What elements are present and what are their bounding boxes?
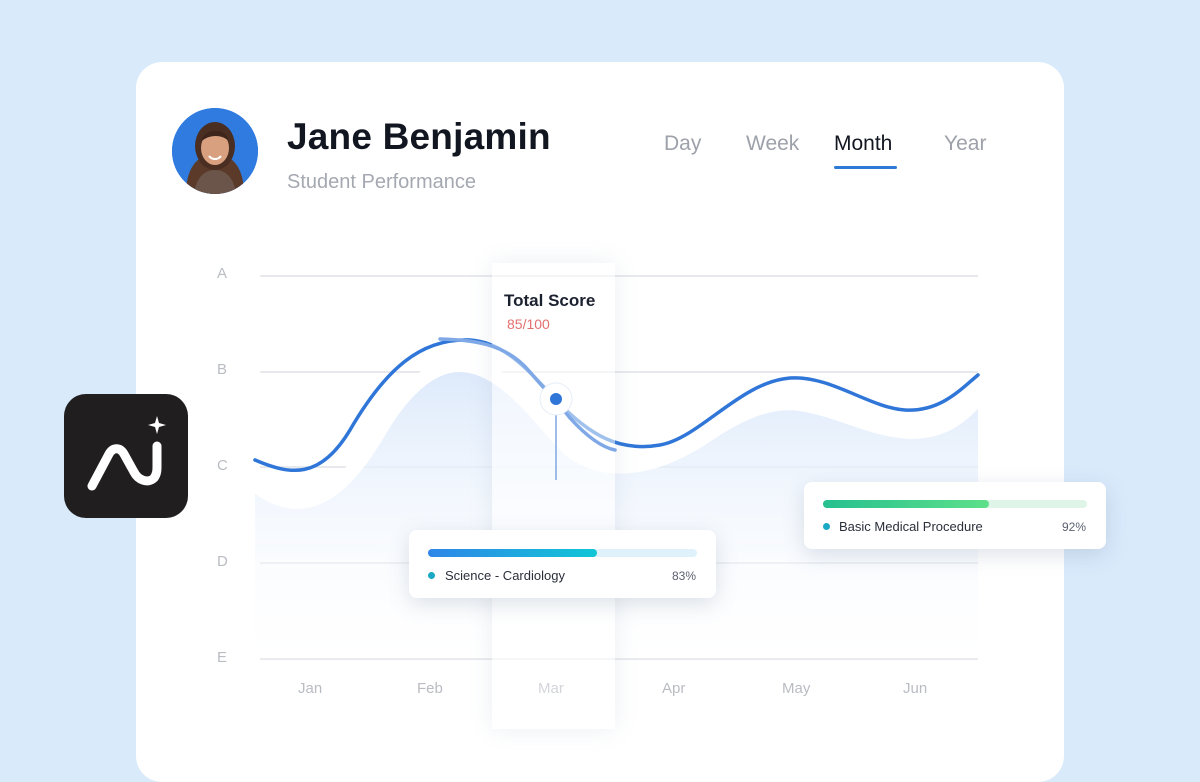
progress-card-cardiology[interactable]: Science - Cardiology 83% <box>409 530 716 598</box>
progress-fill <box>428 549 598 557</box>
bullet-dot <box>428 572 435 579</box>
x-tick-mar: Mar <box>538 680 564 697</box>
y-tick-b: B <box>217 361 228 378</box>
progress-percent: 83% <box>672 569 697 583</box>
y-tick-d: D <box>217 553 228 570</box>
x-tick-jan: Jan <box>298 680 323 697</box>
avatar-photo <box>172 108 258 194</box>
progress-label: Basic Medical Procedure <box>839 519 983 534</box>
y-tick-a: A <box>217 265 228 282</box>
x-tick-feb: Feb <box>417 680 443 697</box>
ai-logo-icon <box>64 394 188 518</box>
x-tick-may: May <box>782 680 811 697</box>
tooltip-value: 85/100 <box>507 316 550 332</box>
x-tick-jun: Jun <box>903 680 928 697</box>
x-tick-apr: Apr <box>662 680 686 697</box>
y-tick-c: C <box>217 457 228 474</box>
tab-year[interactable]: Year <box>944 132 987 155</box>
tooltip-title: Total Score <box>504 291 596 310</box>
progress-percent: 92% <box>1062 520 1087 534</box>
student-name: Jane Benjamin <box>287 116 551 157</box>
bullet-dot <box>823 523 830 530</box>
progress-track <box>428 549 697 557</box>
progress-label: Science - Cardiology <box>445 568 565 583</box>
chart-marker-layer <box>438 337 617 480</box>
progress-track <box>823 500 1087 508</box>
highlight-column <box>492 263 615 729</box>
tab-month[interactable]: Month <box>834 132 893 155</box>
y-tick-e: E <box>217 649 228 666</box>
data-point-marker[interactable] <box>550 393 562 405</box>
avatar[interactable] <box>172 108 258 194</box>
tab-week[interactable]: Week <box>746 132 800 155</box>
tab-day[interactable]: Day <box>664 132 702 155</box>
active-tab-indicator <box>834 166 897 169</box>
page-subtitle: Student Performance <box>287 171 476 193</box>
progress-card-medical-procedure[interactable]: Basic Medical Procedure 92% <box>804 482 1106 549</box>
progress-fill <box>823 500 990 508</box>
